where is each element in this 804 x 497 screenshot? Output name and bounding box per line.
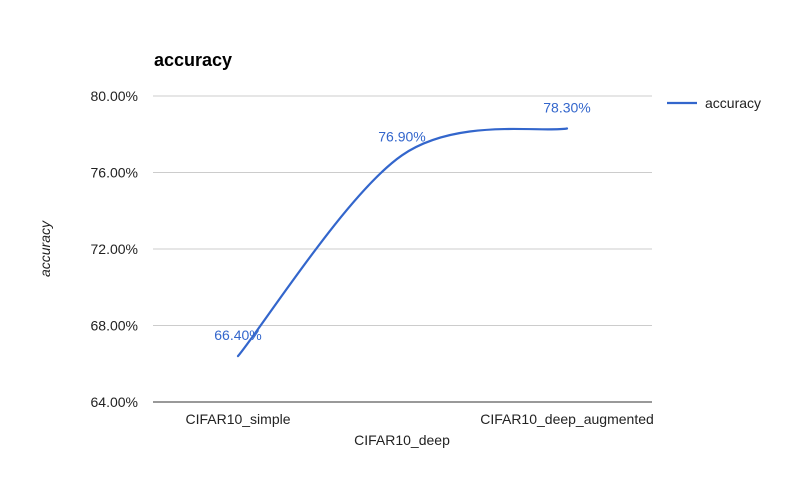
data-label: 66.40%	[214, 327, 261, 343]
chart-title: accuracy	[154, 50, 232, 70]
series-lines	[236, 127, 569, 358]
y-tick-label: 76.00%	[91, 165, 138, 181]
gridlines	[153, 95, 652, 403]
y-tick-label: 68.00%	[91, 318, 138, 334]
x-axis-ticks: CIFAR10_simple CIFAR10_deep CIFAR10_deep_a…	[185, 411, 653, 448]
y-tick-label: 72.00%	[91, 241, 138, 257]
y-axis-ticks: 64.00% 68.00% 72.00% 76.00% 80.00%	[91, 88, 138, 410]
legend: accuracy	[667, 95, 761, 111]
data-labels: 66.40% 76.90% 78.30%	[214, 100, 590, 344]
x-tick-label: CIFAR10_deep	[354, 432, 450, 448]
y-axis-title: accuracy	[37, 220, 53, 277]
data-label: 78.30%	[543, 100, 590, 116]
y-tick-label: 64.00%	[91, 394, 138, 410]
y-tick-label: 80.00%	[91, 88, 138, 104]
series-line-accuracy	[236, 127, 569, 358]
data-label: 76.90%	[378, 128, 425, 144]
x-tick-label: CIFAR10_simple	[185, 411, 290, 427]
x-tick-label: CIFAR10_deep_augmented	[480, 411, 654, 427]
legend-label: accuracy	[705, 95, 761, 111]
